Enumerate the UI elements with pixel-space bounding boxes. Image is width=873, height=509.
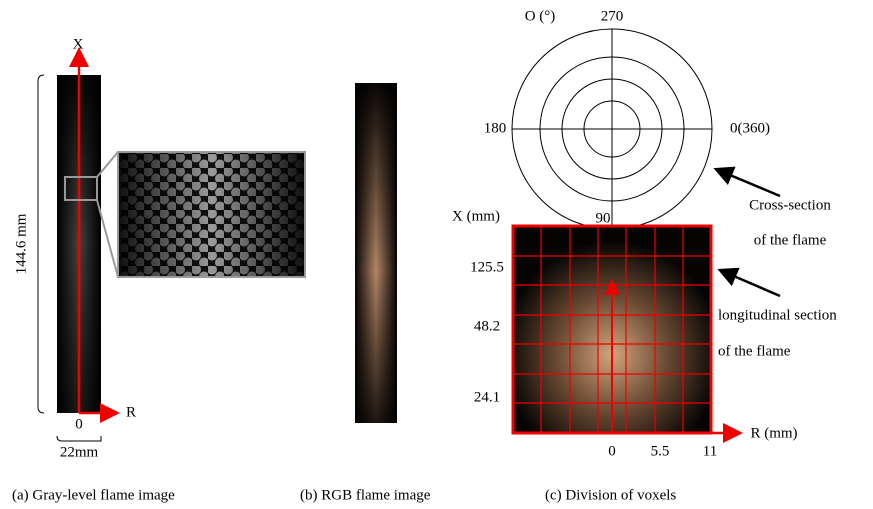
x-label: X [73,36,84,52]
angle-label: 180 [484,120,507,136]
annotation: Cross-section [749,197,831,213]
r-tick-label: 11 [703,443,717,459]
pointer-arrow [722,271,780,296]
annotation: longitudinal section [718,307,837,323]
origin-label: 0 [75,416,83,432]
height-bracket [38,75,44,413]
polar-unit: O (°) [525,8,556,24]
caption: (a) Gray-level flame image [12,487,175,503]
panel-c: O (°) 270 180 0(360) 90 Cross-section of… [452,8,837,503]
annotation: of the flame [754,232,827,248]
r-tick-label: 0 [608,443,616,459]
annotation: of the flame [718,343,791,359]
x-tick-label: 24.1 [474,389,500,405]
panel-b: (b) RGB flame image [300,83,431,503]
x-tick-label: 48.2 [474,318,500,334]
angle-label: 270 [601,8,624,24]
polar-grid [512,29,712,229]
height-label: 144.6 mm [13,213,29,274]
x-tick-label: 125.5 [470,259,504,275]
panel-a: X R 144.6 mm 0 22mm (a) Gray-level flame… [12,36,305,503]
r-axis-label: R (mm) [750,425,797,441]
angle-label: 90 [596,210,611,226]
rgb-image-shade [355,83,397,423]
caption: (b) RGB flame image [300,487,431,503]
width-bracket [57,436,101,441]
zoom-frame [118,152,305,277]
r-label: R [126,404,136,420]
angle-label: 0(360) [730,120,770,136]
pointer-arrow [718,170,780,196]
width-label: 22mm [60,444,99,460]
caption: (c) Division of voxels [545,487,676,503]
figure: X R 144.6 mm 0 22mm (a) Gray-level flame… [0,0,873,509]
r-tick-label: 5.5 [651,443,670,459]
x-axis-label: X (mm) [452,208,500,224]
